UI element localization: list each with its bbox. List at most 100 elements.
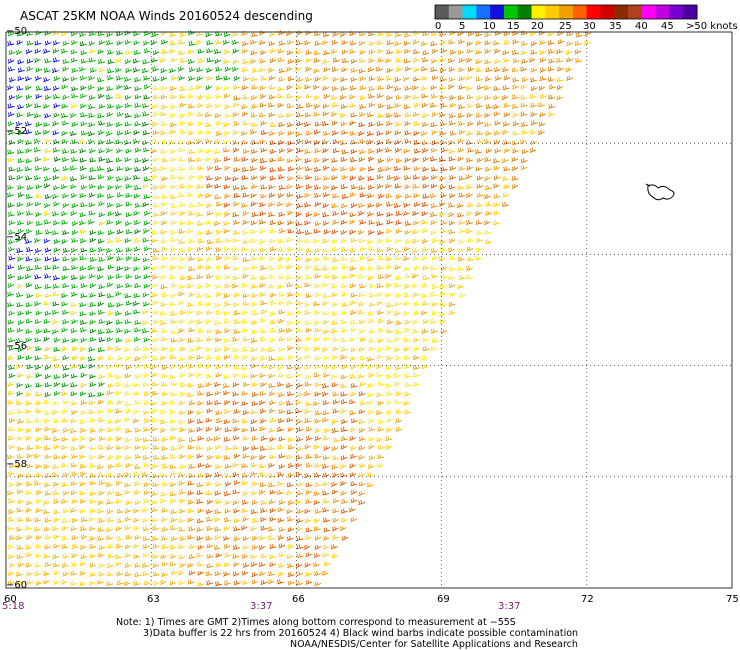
wind-barb: [223, 130, 231, 136]
wind-barb: [52, 400, 60, 406]
wind-barb: [242, 192, 250, 198]
wind-barb: [52, 301, 60, 307]
wind-barb: [376, 130, 384, 136]
wind-barb: [98, 318, 106, 325]
wind-barb: [314, 283, 321, 289]
wind-barb: [188, 148, 196, 155]
wind-barb: [61, 562, 69, 568]
lat-label: −58: [6, 459, 28, 470]
wind-barb: [530, 85, 538, 92]
wind-barb: [152, 346, 159, 353]
wind-barb: [349, 94, 356, 100]
wind-barb: [260, 75, 268, 81]
wind-barb: [133, 292, 141, 299]
wind-barb: [385, 256, 393, 262]
wind-barb: [80, 337, 88, 343]
wind-barb: [115, 426, 122, 432]
wind-barb: [448, 229, 456, 235]
wind-barb: [196, 410, 203, 416]
wind-barb: [168, 139, 176, 145]
wind-barb: [169, 498, 177, 504]
wind-barb: [565, 67, 573, 73]
wind-barb: [422, 346, 430, 352]
wind-barb: [115, 408, 123, 414]
wind-barb: [242, 210, 250, 217]
wind-barb: [223, 408, 231, 415]
wind-barb: [106, 580, 114, 587]
wind-barb: [314, 273, 322, 279]
wind-barb: [332, 526, 339, 532]
wind-barb: [124, 293, 132, 299]
wind-barb: [34, 256, 42, 263]
wind-barb: [503, 166, 511, 172]
wind-barb: [331, 166, 338, 172]
wind-barb: [358, 328, 366, 334]
wind-barb: [98, 39, 106, 46]
wind-barb: [412, 328, 420, 334]
wind-barb: [71, 40, 78, 46]
wind-barb: [421, 201, 429, 208]
wind-barb: [97, 579, 104, 585]
wind-barb: [224, 301, 232, 307]
wind-barb: [332, 391, 340, 397]
wind-barb: [385, 292, 393, 298]
wind-barb: [404, 327, 411, 333]
wind-barb: [304, 202, 312, 208]
wind-barb: [277, 156, 285, 162]
wind-barb: [151, 166, 160, 172]
wind-barb: [332, 408, 340, 414]
scale-label: 20: [531, 21, 544, 32]
wind-barb: [395, 390, 403, 397]
scale-swatch: [559, 5, 574, 19]
wind-barb: [89, 480, 97, 486]
wind-barb: [124, 319, 132, 325]
wind-barb: [359, 95, 367, 101]
wind-barb: [250, 526, 258, 532]
wind-barb: [232, 435, 240, 441]
wind-barb: [44, 365, 52, 371]
wind-barb: [205, 32, 213, 38]
wind-barb: [322, 517, 331, 523]
wind-barb: [386, 328, 394, 334]
wind-barb: [214, 319, 222, 326]
wind-barb: [7, 525, 14, 531]
wind-barb: [34, 75, 42, 81]
wind-barb: [133, 256, 141, 262]
wind-barb: [179, 113, 187, 119]
wind-barb: [393, 112, 401, 118]
wind-barb: [332, 455, 340, 461]
wind-barb: [439, 94, 447, 100]
wind-barb: [349, 373, 357, 380]
wind-barb: [313, 256, 321, 262]
wind-barb: [124, 552, 132, 559]
wind-barb: [52, 194, 59, 200]
wind-barb: [357, 273, 366, 279]
wind-barb: [278, 228, 286, 234]
wind-barb: [511, 183, 519, 190]
wind-barb: [214, 48, 222, 55]
wind-barb: [17, 228, 25, 234]
wind-barb: [34, 417, 42, 423]
wind-barb: [35, 30, 42, 36]
wind-barb: [431, 273, 439, 279]
island-outline: [645, 183, 675, 201]
grid-lines: [6, 32, 732, 588]
wind-barb: [242, 120, 250, 126]
wind-barb: [322, 192, 330, 198]
wind-barb: [169, 544, 177, 550]
wind-barb: [547, 76, 555, 82]
wind-barb: [214, 194, 222, 200]
wind-barb: [61, 219, 69, 225]
wind-barb: [259, 426, 267, 432]
wind-barb: [412, 229, 419, 235]
wind-barb: [304, 112, 312, 118]
wind-barb: [223, 535, 230, 541]
wind-barb: [52, 356, 60, 362]
wind-barb: [133, 129, 140, 136]
wind-barb: [476, 237, 483, 243]
wind-barb: [160, 579, 167, 586]
wind-barb: [385, 147, 392, 153]
wind-barb: [323, 255, 331, 261]
wind-barb: [33, 175, 41, 181]
wind-barb: [71, 237, 79, 243]
